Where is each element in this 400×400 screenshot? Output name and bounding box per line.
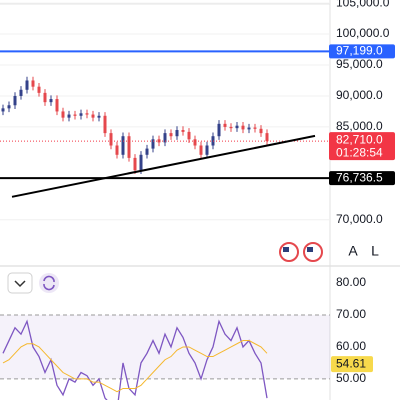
candle-body xyxy=(259,128,263,134)
y-tick-label: 100,000.0 xyxy=(336,26,390,40)
indicator-line xyxy=(2,340,268,393)
flag-button[interactable] xyxy=(279,242,299,262)
y-tick-label: 50.00 xyxy=(336,371,366,385)
y-tick-label: 60.00 xyxy=(336,339,366,353)
refresh-button[interactable] xyxy=(39,273,59,293)
price-tag-label: 76,736.5 xyxy=(336,170,383,184)
candle-body xyxy=(265,133,269,142)
candle-body xyxy=(103,115,107,134)
price-tag-label: 97,199.0 xyxy=(336,44,383,58)
candle-body xyxy=(31,80,35,87)
candle-body xyxy=(25,80,29,90)
candle-body xyxy=(175,130,179,137)
y-tick-label: 105,000.0 xyxy=(336,0,390,9)
candle-body xyxy=(67,114,71,118)
candle-body xyxy=(127,136,131,158)
y-tick-label: 90,000.0 xyxy=(336,88,383,102)
dropdown-box xyxy=(7,272,33,294)
y-tick-label: 85,000.0 xyxy=(336,119,383,133)
y-tick-label: 70.00 xyxy=(336,307,366,321)
y-tick-label: 80.00 xyxy=(336,275,366,289)
candle-body xyxy=(217,123,221,137)
candle-body xyxy=(97,115,101,118)
indicator-line xyxy=(2,319,268,400)
candle-body xyxy=(133,157,137,171)
log-scale-button[interactable]: L xyxy=(371,243,379,259)
candle-body xyxy=(73,114,77,116)
candle-body xyxy=(223,123,227,127)
candle-body xyxy=(145,148,149,155)
candle-body xyxy=(43,92,47,103)
candle-body xyxy=(49,99,53,103)
y-tick-label: 70,000.0 xyxy=(336,212,383,226)
candle-body xyxy=(1,108,5,112)
last-price-label: 82,710.0 xyxy=(336,132,383,146)
candle-body xyxy=(13,95,17,106)
refresh-icon xyxy=(43,275,55,291)
candle-body xyxy=(37,86,41,93)
refresh-bg xyxy=(39,273,59,293)
candle-body xyxy=(247,127,251,130)
candle-body xyxy=(115,145,119,155)
value-tag xyxy=(331,356,373,373)
candle-body xyxy=(61,111,65,118)
candle-body xyxy=(55,99,59,112)
candle-body xyxy=(91,114,95,118)
trend-line xyxy=(11,134,316,198)
candle-body xyxy=(151,139,155,149)
y-tick-label: 95,000.0 xyxy=(336,57,383,71)
candle-body xyxy=(19,89,23,96)
candle-body xyxy=(253,127,257,129)
candle-body xyxy=(193,139,197,146)
candle-body xyxy=(109,133,113,146)
candle-body xyxy=(121,136,125,155)
candle-body xyxy=(235,125,239,129)
candle-body xyxy=(163,133,167,143)
flag-button[interactable] xyxy=(303,242,323,262)
candle-body xyxy=(181,130,185,132)
candle-body xyxy=(205,145,209,155)
pane-dropdown[interactable] xyxy=(7,272,33,294)
flag-canton xyxy=(307,247,313,252)
last-price-tag xyxy=(329,132,395,161)
candle-body xyxy=(199,145,203,155)
price-tag xyxy=(329,44,395,59)
candle-body xyxy=(169,133,173,137)
auto-scale-button[interactable]: A xyxy=(348,243,358,259)
countdown-label: 01:28:54 xyxy=(336,145,383,159)
candle-body xyxy=(139,154,143,171)
candle-body xyxy=(85,113,89,115)
candle-body xyxy=(187,131,191,140)
value-tag-label: 54.61 xyxy=(336,356,366,370)
price-tag xyxy=(329,171,395,186)
candle-body xyxy=(7,105,11,109)
rsi-band xyxy=(0,314,330,379)
candle-body xyxy=(229,126,233,129)
chevron xyxy=(14,280,26,288)
candle-body xyxy=(79,113,83,116)
candle-body xyxy=(241,125,245,130)
flag-canton xyxy=(283,247,289,252)
